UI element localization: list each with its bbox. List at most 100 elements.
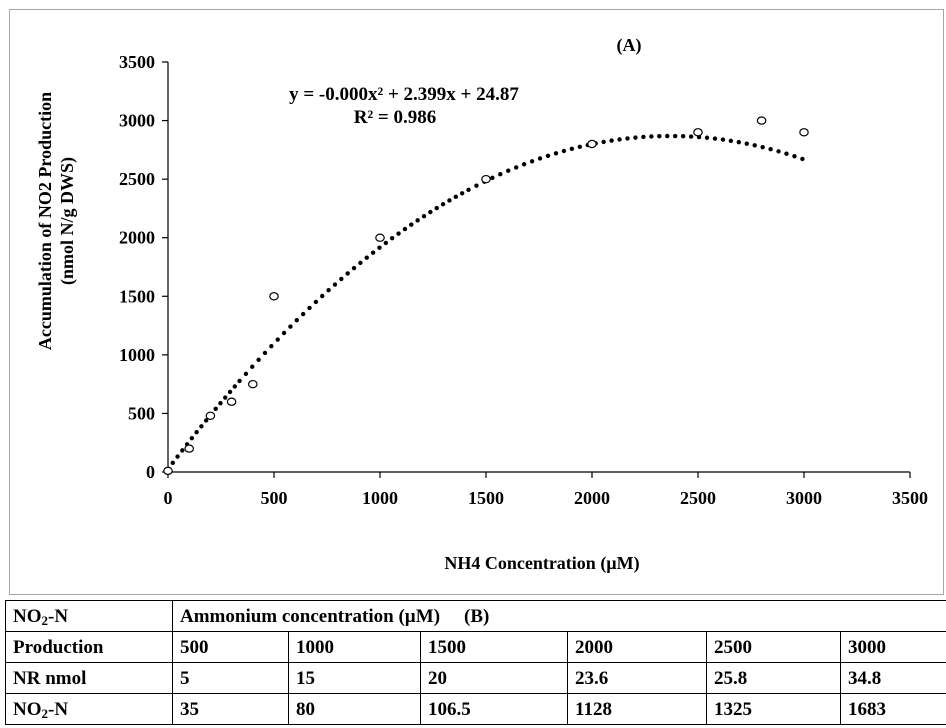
table-cell: 20 (420, 662, 568, 694)
data-point (184, 444, 194, 453)
x-tick-label: 2000 (574, 488, 610, 508)
row-label: NO2-N (5, 693, 173, 725)
table-cell: 35 (172, 693, 289, 725)
trendline-dot (617, 137, 622, 142)
trendline (170, 133, 805, 465)
trendline-dot (194, 430, 199, 435)
trendline-dot (712, 136, 718, 141)
trendline-dot (351, 265, 357, 271)
data-point (799, 128, 809, 137)
table-row: NO2-N 35 80 106.5 1128 1325 1683 (5, 693, 946, 725)
trendline-dot (434, 205, 439, 211)
y-tick-label: 2500 (119, 169, 155, 189)
trendline-dot (657, 133, 662, 139)
trendline-dot (358, 260, 363, 266)
trendline-dot (466, 187, 471, 193)
table-cell: 1325 (706, 693, 841, 725)
y-tick-label: 500 (128, 403, 155, 423)
trendline-dot (776, 149, 781, 154)
row-label-header: NO2-N (5, 600, 173, 632)
trendline-dot (332, 282, 338, 287)
trendline-dot (768, 146, 773, 152)
trendline-dot (189, 436, 195, 441)
trendline-dot (232, 384, 237, 389)
trendline-dot (415, 218, 420, 223)
data-point (375, 233, 385, 242)
y-axis-label-line2: (nmol N/g DWS) (57, 157, 78, 285)
trendline-dot (625, 136, 630, 141)
trendline-dot (736, 139, 742, 145)
table-cell: 2000 (567, 631, 707, 663)
row-label-production: Production (5, 631, 173, 663)
y-axis-label-line1: Accumulation of NO2 Production (35, 92, 55, 350)
trendline-dot (688, 134, 694, 139)
trendline-dot (339, 276, 344, 282)
chart-axes (167, 62, 910, 473)
trendline-dot (256, 357, 261, 362)
table-cell: 23.6 (567, 662, 707, 694)
y-tick-label: 3500 (119, 52, 155, 72)
trendline-dot (784, 151, 789, 156)
trendline-dot (521, 162, 527, 167)
trendline-dot (728, 138, 734, 143)
data-point (269, 292, 279, 301)
trendline-dot (237, 378, 242, 384)
trendline-dot (704, 135, 710, 140)
y-axis-ticks: 0 500 1000 1500 2000 2500 3000 3500 (119, 52, 168, 482)
trendline-dot (665, 133, 670, 139)
table-cell: 1683 (839, 693, 946, 725)
trendline-dot (326, 288, 331, 293)
trendline-dot (223, 395, 228, 400)
trendline-dot (474, 183, 479, 188)
trendline-dot (170, 460, 175, 465)
x-axis-label: NH4 Concentration (µM) (444, 553, 639, 574)
trendline-dot (800, 156, 805, 162)
x-tick-label: 3000 (786, 488, 822, 508)
data-point (226, 397, 237, 406)
trendline-dot (288, 324, 293, 329)
table-concentration-row: Production 500 1000 1500 2000 2500 3000 (5, 631, 946, 663)
trendline-dot (577, 144, 583, 150)
trendline-dot (203, 418, 209, 423)
data-point (587, 139, 597, 149)
trendline-dot (409, 222, 414, 227)
trendline-dot (300, 311, 306, 317)
trendline-dot (569, 146, 575, 152)
trendline-dot (459, 191, 465, 196)
y-tick-label: 2000 (119, 228, 155, 248)
x-tick-label: 2500 (680, 488, 716, 508)
trendline-dot (345, 271, 350, 276)
chart-title: (A) (617, 35, 642, 56)
table-cell: 25.8 (706, 662, 841, 694)
trendline-r-squared: R² = 0.986 (354, 107, 437, 128)
scatter-chart: 0 500 1000 1500 2000 2500 3000 3500 0 500 1000 150… (35, 35, 928, 574)
trendline-dot (744, 141, 749, 146)
trendline-dot (307, 305, 312, 311)
table-cell: 1128 (567, 693, 707, 725)
data-points (163, 116, 809, 476)
table-cell: 500 (172, 631, 289, 663)
trendline-dot (680, 134, 686, 139)
trendline-dot (262, 350, 268, 356)
trendline-dot (428, 209, 433, 215)
x-tick-label: 1000 (362, 488, 398, 508)
x-axis-ticks: 0 500 1000 1500 2000 2500 3000 3500 (164, 472, 928, 508)
trendline-dot (553, 151, 559, 156)
trendline-dot (720, 137, 726, 142)
group-header: Ammonium concentration (µM) (B) (171, 600, 946, 632)
trendline-dot (402, 226, 408, 232)
y-tick-label: 1000 (119, 345, 155, 365)
trendline-dot (649, 134, 654, 139)
trendline-dot (440, 202, 446, 207)
trendline-dot (561, 148, 567, 154)
trendline-dot (383, 240, 389, 246)
trendline-dot (269, 343, 274, 349)
trendline-dot (364, 255, 369, 260)
trendline-dot (275, 337, 280, 342)
trendline-dot (175, 454, 180, 459)
trendline-dot (396, 231, 401, 236)
row-label: NR nmol (5, 662, 173, 694)
trendline-dot (180, 448, 185, 453)
table-cell: 34.8 (839, 662, 946, 694)
table-row: NR nmol 5 15 20 23.6 25.8 34.8 (5, 662, 946, 694)
